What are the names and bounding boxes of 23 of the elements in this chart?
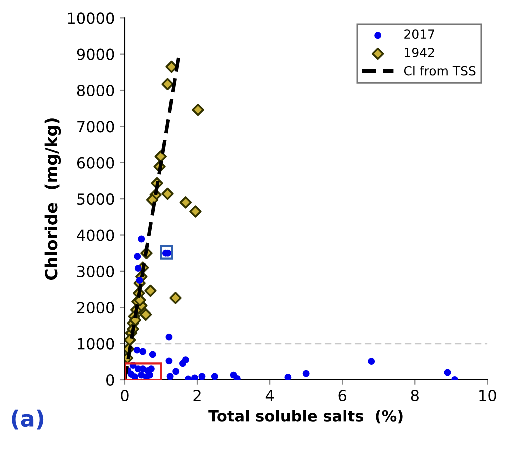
y-tick-label: 8000 xyxy=(77,84,114,97)
x-tick-label: 6 xyxy=(338,390,346,402)
legend-label: 2017 xyxy=(404,30,434,40)
x-tick-label: 10 xyxy=(480,390,496,402)
y-tick-label: 7000 xyxy=(78,121,114,133)
y-tick-label: 0 xyxy=(106,374,114,386)
legend-label: Cl from TSS xyxy=(404,66,476,76)
text: (a) xyxy=(12,410,44,430)
y-tick-label: 10000 xyxy=(68,12,114,24)
x-tick-label: 0 xyxy=(121,390,129,402)
y-axis-title: Chloride (mg/kg) xyxy=(44,118,62,280)
y-tick-label: 9000 xyxy=(77,48,114,60)
x-tick-label: 2 xyxy=(194,390,201,402)
x-axis-title: Total soluble salts (%) xyxy=(208,410,403,424)
y-tick-label: 5000 xyxy=(78,194,114,206)
y-tick-label: 2000 xyxy=(77,302,114,314)
y-tick-label: 6000 xyxy=(77,157,114,169)
legend-label: 1942 xyxy=(405,48,434,58)
y-tick-label: 1000 xyxy=(78,338,114,350)
x-tick-label: 4 xyxy=(266,390,274,402)
x-tick-label: 8 xyxy=(411,390,419,402)
y-tick-label: 3000 xyxy=(78,266,114,278)
y-tick-label: 4000 xyxy=(77,230,114,242)
